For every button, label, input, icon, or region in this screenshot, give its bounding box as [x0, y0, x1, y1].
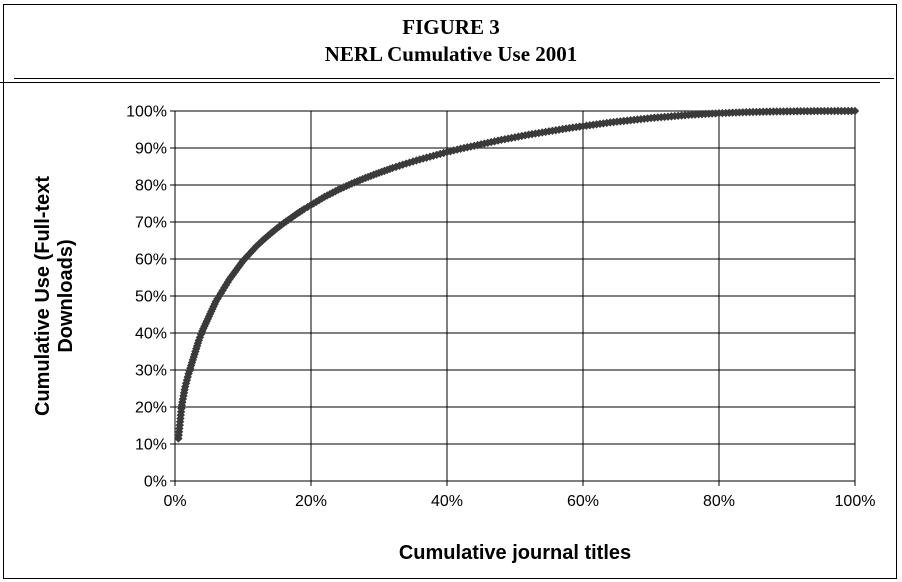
x-tick-label: 20% — [295, 493, 327, 510]
y-tick-label: 90% — [135, 141, 167, 158]
y-tick-label: 50% — [135, 289, 167, 306]
y-tick-label: 70% — [135, 215, 167, 232]
y-axis-title-line: Downloads) — [55, 239, 77, 352]
y-tick-label: 40% — [135, 326, 167, 343]
y-tick-label: 80% — [135, 178, 167, 195]
x-tick-label: 80% — [703, 493, 735, 510]
figure-frame — [3, 4, 897, 579]
title-block: FIGURE 3 NERL Cumulative Use 2001 — [0, 14, 902, 68]
y-axis-title-line: Cumulative Use (Full-text — [32, 176, 54, 416]
y-tick-label: 0% — [144, 474, 167, 491]
data-point — [312, 197, 321, 206]
data-point — [241, 254, 250, 263]
chart-title: NERL Cumulative Use 2001 — [324, 42, 578, 66]
y-tick-label: 60% — [135, 252, 167, 269]
data-point — [238, 256, 248, 266]
x-axis-title: Cumulative journal titles — [399, 542, 631, 564]
x-tick-label: 60% — [567, 493, 599, 510]
figure-label: FIGURE 3 — [402, 15, 500, 39]
x-tick-label: 0% — [163, 493, 186, 510]
x-tick-label: 100% — [835, 493, 876, 510]
y-tick-label: 10% — [135, 437, 167, 454]
y-axis-title: Cumulative Use (Full-textDownloads) — [32, 176, 77, 416]
y-tick-label: 20% — [135, 400, 167, 417]
title-rule-top — [14, 78, 894, 79]
data-point — [432, 150, 441, 160]
data-point — [415, 155, 424, 164]
data-point — [850, 106, 860, 116]
y-tick-label: 30% — [135, 363, 167, 380]
y-tick-label: 100% — [126, 104, 167, 121]
x-tick-label: 40% — [431, 493, 463, 510]
data-point — [449, 146, 458, 155]
title-rule-bottom — [0, 82, 880, 83]
